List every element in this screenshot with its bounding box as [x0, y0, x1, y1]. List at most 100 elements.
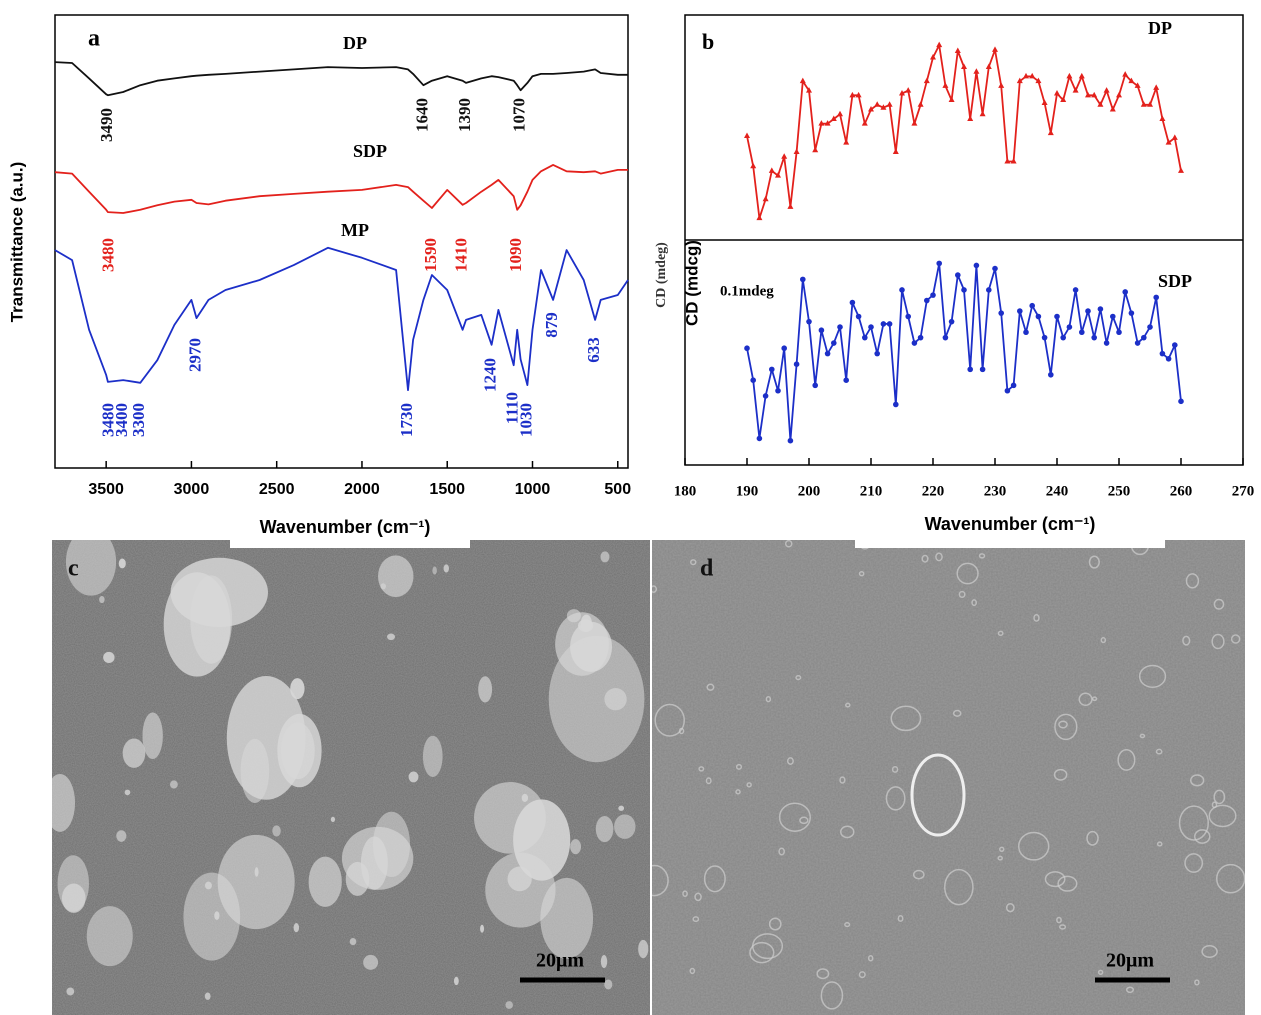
point: [911, 120, 917, 126]
point: [1147, 324, 1153, 330]
point: [961, 63, 967, 69]
point: [924, 78, 930, 84]
point: [1172, 134, 1178, 140]
x-axis-label: Wavenumber (cm⁻¹): [260, 517, 431, 537]
sem-particle: [638, 940, 648, 958]
point: [837, 111, 843, 117]
plot-frame: [55, 15, 628, 468]
point: [986, 63, 992, 69]
point: [973, 68, 979, 74]
sem-particle: [45, 774, 75, 832]
sem-particle: [99, 596, 105, 603]
point: [775, 388, 781, 394]
sem-particle: [378, 555, 413, 597]
point: [769, 167, 775, 173]
sem-particle: [604, 979, 612, 989]
sem-particle: [170, 780, 178, 788]
x-tick-label: 2500: [259, 481, 295, 498]
sem-particle: [342, 827, 413, 890]
point: [769, 367, 775, 373]
point: [1066, 73, 1072, 79]
point: [912, 340, 918, 346]
sem-particle: [294, 923, 299, 932]
point: [757, 436, 763, 442]
sem-particle: [171, 558, 268, 627]
point: [812, 383, 818, 389]
y-axis-label: Transmittance (a.u.): [7, 162, 26, 323]
point: [1054, 90, 1060, 96]
point: [980, 111, 986, 117]
x-tick-label: 200: [798, 483, 821, 499]
sem-particle: [618, 806, 624, 811]
sem-image: [45, 528, 650, 1015]
series-name: DP: [343, 33, 367, 53]
sem-particle: [214, 911, 219, 920]
point: [763, 393, 769, 399]
series-name: SDP: [1158, 271, 1192, 291]
point: [1122, 71, 1128, 77]
x-tick-label: 1000: [515, 481, 551, 498]
sem-particle: [205, 882, 212, 890]
point: [1048, 372, 1054, 378]
point: [819, 327, 825, 333]
sem-particle: [227, 676, 306, 800]
point: [1160, 351, 1166, 357]
x-tick-label: 2000: [344, 481, 380, 498]
point: [1085, 308, 1091, 314]
point: [1091, 335, 1097, 341]
point: [1036, 314, 1042, 320]
sem-particle: [604, 688, 626, 710]
sem-particle: [387, 634, 395, 641]
sem-particle: [331, 817, 335, 822]
sem-texture: [652, 540, 1245, 1015]
point: [800, 277, 806, 283]
point: [967, 367, 973, 373]
sem-particle: [505, 1001, 513, 1009]
point: [1104, 87, 1110, 93]
scale-bar-label: 20μm: [536, 950, 584, 972]
point: [992, 46, 998, 52]
peak-label: 633: [584, 337, 603, 363]
point: [1116, 329, 1122, 335]
point: [924, 298, 930, 304]
point: [874, 101, 880, 107]
point: [831, 340, 837, 346]
sem-particle: [87, 906, 133, 966]
point: [936, 261, 942, 267]
point: [874, 351, 880, 357]
peak-label: 1070: [509, 98, 528, 132]
sem-particle: [522, 794, 528, 802]
annotation: 0.1mdeg: [720, 283, 774, 299]
point: [967, 115, 973, 121]
point: [905, 87, 911, 93]
point: [955, 48, 961, 54]
point: [980, 367, 986, 373]
series-line: [747, 45, 1181, 218]
point: [1122, 289, 1128, 295]
point: [794, 149, 800, 155]
point: [1048, 130, 1054, 136]
point: [887, 101, 893, 107]
x-tick-label: 270: [1232, 483, 1255, 499]
point: [936, 42, 942, 48]
sem-particle: [363, 955, 378, 970]
sem-particle: [62, 884, 86, 913]
peak-label: 1090: [506, 238, 525, 272]
point: [905, 314, 911, 320]
sem-particle: [454, 977, 459, 985]
sem-particle: [116, 830, 126, 842]
point: [1005, 388, 1011, 394]
x-tick-label: 210: [860, 483, 883, 499]
sem-particle: [578, 619, 593, 632]
sem-particle: [508, 867, 532, 892]
figure: c d 20μm 20μm a Wavenumber (cm⁻¹) Transm…: [0, 0, 1261, 1015]
x-tick-label: 240: [1046, 483, 1069, 499]
point: [750, 377, 756, 383]
point: [887, 321, 893, 327]
sem-particle: [601, 955, 607, 968]
point: [806, 319, 812, 325]
point: [868, 324, 874, 330]
point: [794, 361, 800, 367]
point: [744, 133, 750, 139]
point: [1141, 335, 1147, 341]
